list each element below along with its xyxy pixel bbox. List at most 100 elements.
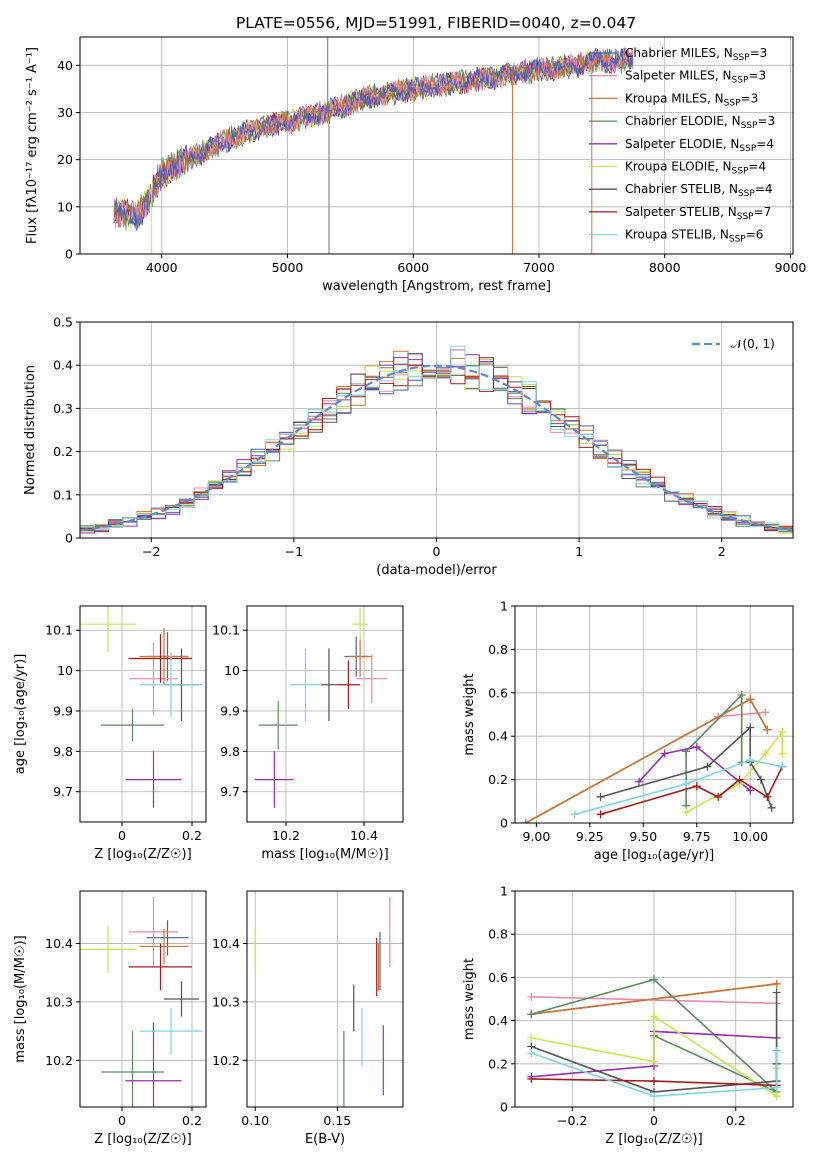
series-marker — [778, 727, 787, 736]
x-tick-label: 0.2 — [182, 828, 202, 843]
legend-text: Kroupa MILES, N — [625, 91, 724, 105]
x-axis-label: mass [log₁₀(M/M☉)] — [261, 847, 388, 862]
series-marker — [763, 725, 772, 734]
series-marker — [761, 708, 770, 717]
series-line — [531, 1050, 778, 1098]
series-marker — [763, 792, 772, 801]
series-marker — [650, 1092, 658, 1101]
panel-age-vs-mass: 10.2 10.4 9.7 9.8 9.9 10 10.1 mass [log₁₀(M/M☉)… — [212, 605, 404, 862]
legend-text: Chabrier STELIB, N — [625, 182, 738, 196]
series-marker — [650, 1077, 658, 1086]
legend-entry: Kroupa STELIB, NSSP=6 — [625, 228, 763, 245]
y-tick-label: 40 — [57, 58, 73, 73]
plot-area — [254, 608, 388, 808]
series-marker — [735, 775, 744, 784]
legend-entry: Chabrier STELIB, NSSP=4 — [625, 182, 773, 199]
y-axis-label: Flux [fλ10⁻¹⁷ erg cm⁻² s⁻¹ A⁻¹] — [25, 47, 40, 244]
series-marker — [692, 743, 701, 752]
plot-area — [113, 37, 634, 254]
x-tick-label: −1 — [285, 544, 303, 559]
panel-residuals: −2 −1 0 1 2 0 0.1 0.2 0.3 0.4 0.5 (data-model)/erro… — [23, 315, 794, 578]
series-kroupa-stelib — [570, 756, 787, 819]
errorbar-kroupa-stelib — [139, 1007, 203, 1055]
legend-entry: Chabrier ELODIE, NSSP=3 — [625, 114, 775, 131]
legend-text: Salpeter ELODIE, N — [625, 137, 739, 151]
series-marker — [596, 792, 605, 801]
x-tick-label: 9.25 — [576, 829, 604, 844]
y-tick-label: 10 — [57, 199, 73, 214]
plot-area — [521, 690, 787, 823]
series-line — [531, 996, 777, 1005]
series-marker — [746, 756, 755, 765]
legend-sub: SSP — [738, 189, 755, 199]
series-marker — [761, 749, 770, 758]
series-marker — [682, 779, 691, 788]
y-tick-label: 9.8 — [220, 744, 240, 759]
series-marker — [767, 803, 776, 812]
legend-normal-label: 𝒩(0, 1) — [731, 337, 775, 351]
legend-sub: SSP — [729, 235, 746, 245]
legend-entry: Chabrier MILES, NSSP=3 — [625, 46, 767, 63]
series-line — [531, 983, 777, 1015]
x-tick-label: 10.00 — [732, 829, 768, 844]
y-tick-label: 0.2 — [488, 772, 508, 787]
y-tick-label: 0.1 — [53, 487, 73, 502]
figure-title: PLATE=0556, MJD=51991, FIBERID=0040, z=0… — [236, 14, 636, 32]
series-marker — [570, 810, 579, 819]
legend-entry: Salpeter MILES, NSSP=3 — [625, 69, 766, 86]
errorbar-kroupa-miles — [139, 628, 189, 685]
y-axis-label: mass weight — [462, 958, 477, 1040]
legend-entry: Kroupa MILES, NSSP=3 — [625, 91, 758, 108]
x-tick-label: −2 — [142, 544, 160, 559]
y-axis-label: Normed distribution — [23, 365, 38, 495]
series-marker — [635, 777, 644, 786]
series-line — [638, 746, 751, 792]
errorbar-kroupa-miles — [139, 928, 189, 964]
x-tick-label: 9000 — [775, 260, 807, 275]
errorbar-chabrier-stelib — [164, 981, 199, 1017]
series-marker — [650, 1012, 658, 1021]
errorbar-salpeter-stelib — [129, 634, 192, 683]
axes-frame — [514, 605, 794, 824]
panel-mass-vs-Z: 0 0.2 10.2 10.3 10.4 Z [log₁₀(Z/Z☉)] mass [log… — [13, 890, 207, 1147]
y-tick-label: 0.3 — [53, 401, 73, 416]
legend-entry: Salpeter ELODIE, NSSP=4 — [625, 137, 774, 154]
x-tick-label: 0 — [118, 828, 126, 843]
y-tick-label: 9.9 — [220, 703, 240, 718]
errorbar-salpeter-miles — [129, 642, 178, 716]
legend-value: =4 — [756, 137, 774, 151]
axes-frame — [79, 605, 207, 823]
y-tick-label: 0.4 — [488, 1013, 508, 1028]
errorbar-kroupa-stelib — [139, 652, 203, 718]
series-marker — [746, 695, 755, 704]
legend-value: =6 — [746, 228, 764, 242]
x-tick-label: 0 — [118, 1113, 126, 1128]
series-marker — [527, 1049, 536, 1057]
panel-spectrum: 4000 5000 6000 7000 8000 9000 0 10 20 30 40 wavelen… — [25, 36, 807, 294]
series-kroupa-miles — [521, 695, 772, 823]
x-axis-label: Z [log₁₀(Z/Z☉)] — [605, 1132, 702, 1147]
y-tick-label: 10.3 — [45, 994, 73, 1009]
x-tick-label: 7000 — [523, 260, 555, 275]
series-marker — [772, 1092, 781, 1101]
plot-area — [527, 975, 781, 1101]
legend-entry: Salpeter STELIB, NSSP=7 — [625, 205, 771, 222]
normal-curve — [80, 364, 793, 532]
x-axis-label: E(B-V) — [305, 1132, 345, 1147]
legend-entry: Kroupa ELODIE, NSSP=4 — [625, 160, 766, 177]
series-line — [600, 766, 784, 816]
y-axis-label: age [log₁₀(age/yr)] — [13, 654, 28, 775]
legend-text: Chabrier MILES, N — [625, 46, 733, 60]
y-axis-label: mass weight — [462, 673, 477, 755]
series-marker — [682, 808, 691, 817]
series-marker — [746, 723, 755, 732]
legend-value: =3 — [750, 46, 768, 60]
series-line — [600, 725, 773, 809]
errorbar-chabrier-elodie — [101, 708, 164, 742]
y-tick-label: 9.8 — [53, 744, 73, 759]
y-tick-label: 0 — [65, 531, 73, 546]
x-tick-label: 1 — [575, 544, 583, 559]
x-tick-label: 9.50 — [629, 829, 657, 844]
y-tick-label: 9.9 — [53, 703, 73, 718]
series-marker — [772, 988, 781, 997]
